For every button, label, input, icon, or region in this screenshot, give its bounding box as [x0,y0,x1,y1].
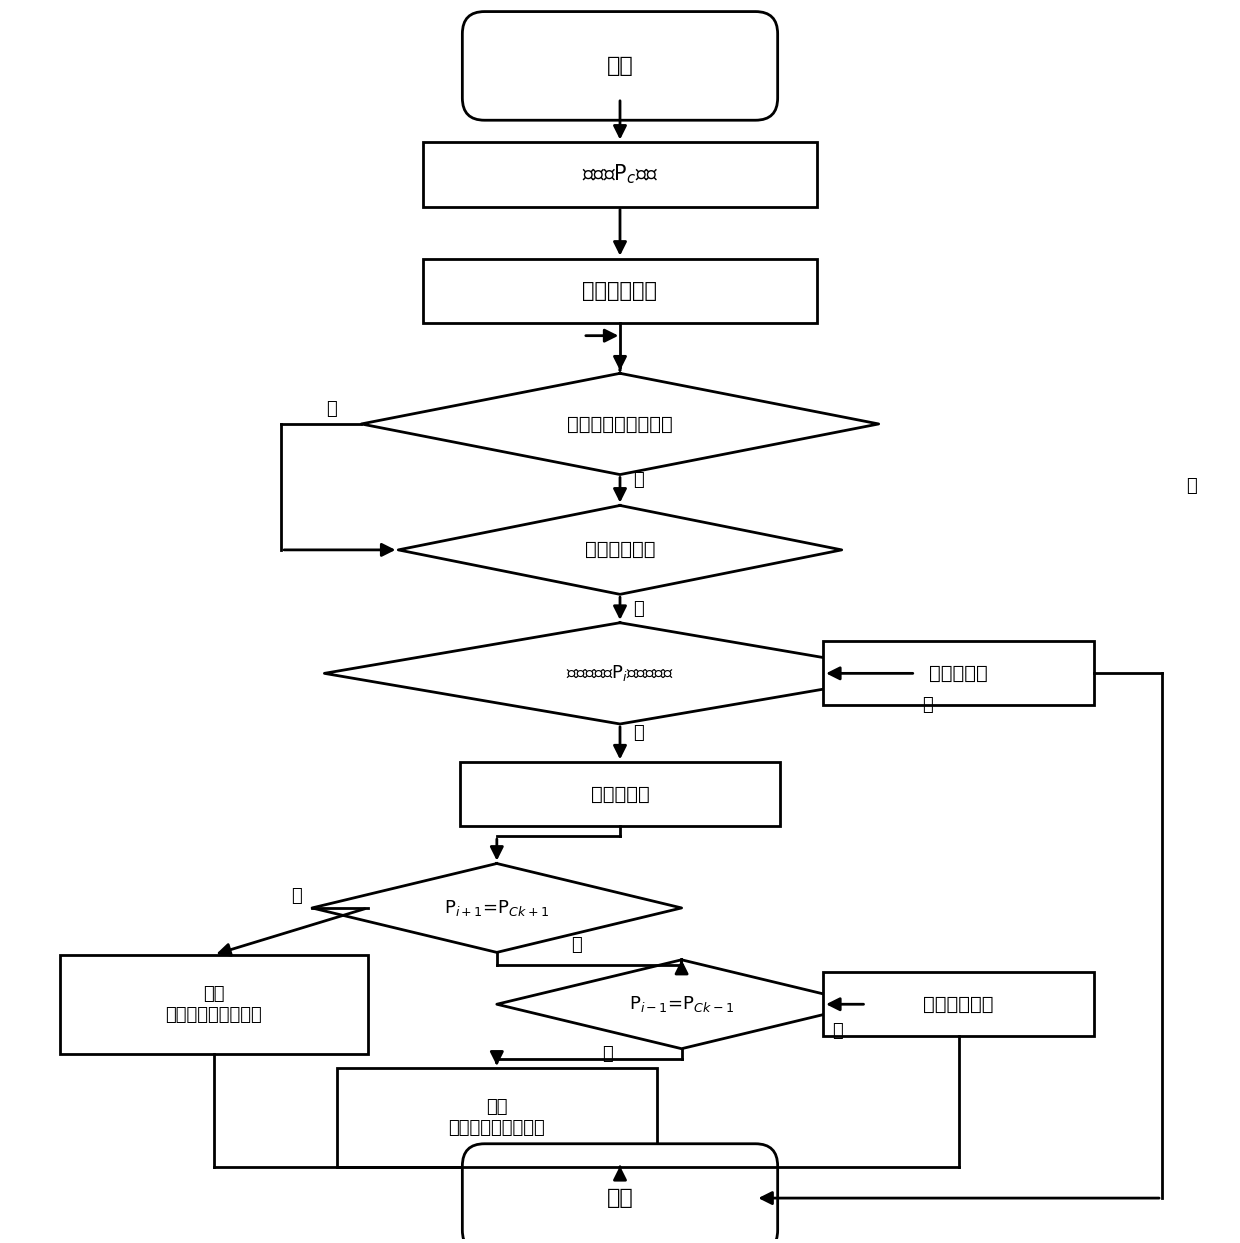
Text: 当前扩展点P$_i$为外轮廓点: 当前扩展点P$_i$为外轮廓点 [567,664,673,684]
Text: 否: 否 [326,400,337,418]
Text: 否: 否 [572,936,583,953]
Text: 存在未扩展子多边形: 存在未扩展子多边形 [567,414,673,434]
Bar [423,259,817,323]
Text: 否: 否 [1187,476,1198,495]
Text: 存在未扩展点: 存在未扩展点 [585,541,655,559]
Polygon shape [497,960,867,1049]
Text: 计算扩展点: 计算扩展点 [590,784,650,804]
Text: 添加原始点: 添加原始点 [929,664,988,682]
Polygon shape [398,506,842,594]
Text: 是: 是 [634,471,644,488]
Bar [337,1069,657,1167]
Text: 结束: 结束 [606,1188,634,1208]
Bar [460,762,780,827]
Polygon shape [361,373,879,475]
Text: 依次
添加扩展点和原始点: 依次 添加扩展点和原始点 [165,984,262,1024]
Bar [823,972,1094,1037]
Bar [60,955,367,1054]
FancyBboxPatch shape [463,1144,777,1243]
Text: 否: 否 [921,696,932,715]
Polygon shape [312,864,682,952]
Text: 依次
添加原始点和扩展点: 依次 添加原始点和扩展点 [449,1099,546,1137]
Text: 添加扩展后点: 添加扩展后点 [924,994,994,1014]
Text: 标记外轮廓点: 标记外轮廓点 [583,281,657,301]
Text: 是: 是 [291,886,303,905]
Text: 是: 是 [603,1044,613,1063]
FancyBboxPatch shape [463,11,777,121]
Text: 外轮廓P$_c$提取: 外轮廓P$_c$提取 [582,163,658,186]
Bar [423,143,817,206]
Bar [823,641,1094,706]
Text: 是: 是 [634,600,644,618]
Text: 否: 否 [832,1023,843,1040]
Text: P$_{i-1}$=P$_{Ck-1}$: P$_{i-1}$=P$_{Ck-1}$ [629,994,734,1014]
Text: 是: 是 [634,723,644,742]
Polygon shape [325,623,915,723]
Text: 开始: 开始 [606,56,634,76]
Text: P$_{i+1}$=P$_{Ck+1}$: P$_{i+1}$=P$_{Ck+1}$ [444,897,549,917]
